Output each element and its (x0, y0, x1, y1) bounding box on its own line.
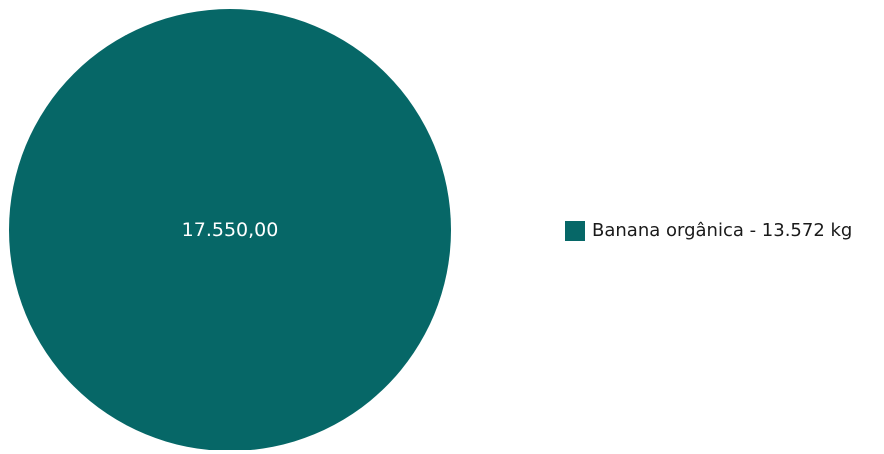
pie-slice-value-label-0: 17.550,00 (182, 219, 279, 241)
legend-label-banana-organica: Banana orgânica - 13.572 kg (592, 220, 853, 241)
legend-swatch-banana-organica (565, 221, 585, 241)
chart-legend: Banana orgânica - 13.572 kg (565, 219, 852, 243)
pie-slice-0 (9, 9, 451, 451)
